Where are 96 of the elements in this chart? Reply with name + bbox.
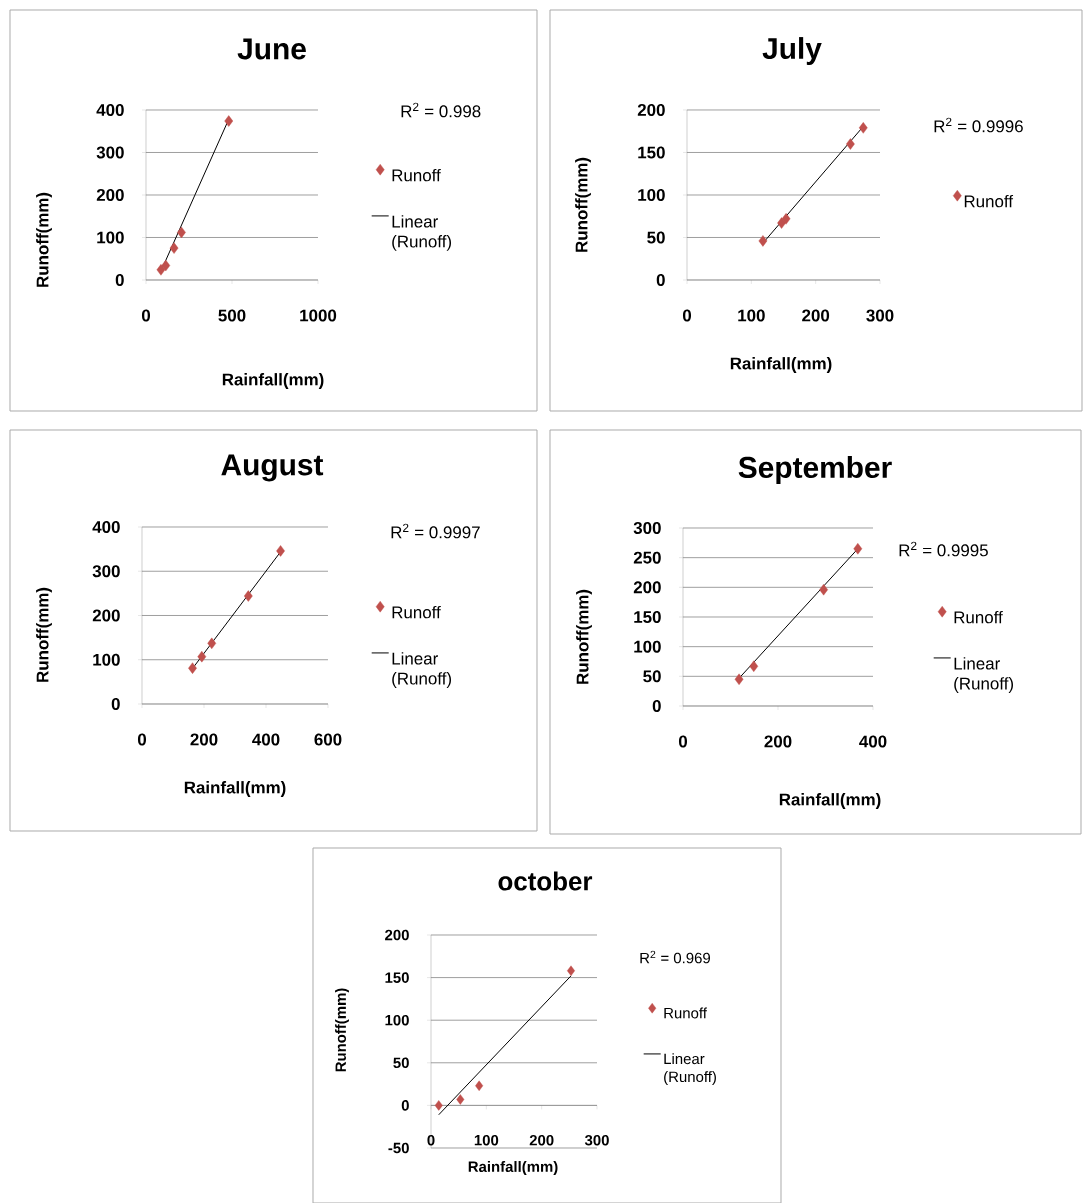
chart-title: August	[221, 454, 324, 482]
y-axis-title: Runoff(mm)	[335, 988, 349, 1072]
x-tick-label: 400	[252, 733, 280, 746]
y-tick-label: 100	[634, 640, 661, 653]
legend-label: Linear (Runoff)	[392, 652, 452, 688]
legend-label: Runoff	[954, 610, 1003, 624]
y-tick-label: 0	[115, 273, 124, 286]
y-axis-title: Runoff(mm)	[36, 192, 52, 287]
x-tick-label: 300	[866, 309, 894, 322]
x-tick-label: 400	[859, 735, 887, 748]
y-tick-label: 100	[97, 231, 124, 244]
legend-label: Runoff	[964, 194, 1014, 208]
point	[858, 122, 868, 134]
point	[188, 662, 197, 674]
point	[734, 673, 744, 685]
y-tick-label: 50	[647, 231, 665, 244]
x-axis-title: Rainfall(mm)	[184, 781, 286, 797]
x-tick-label: 100	[474, 1134, 499, 1146]
point	[207, 637, 217, 650]
legend-label: Linear (Runoff)	[664, 1053, 716, 1086]
x-tick-label: 1000	[300, 309, 337, 322]
x-tick-label: 200	[190, 733, 218, 746]
x-tick-label: 0	[682, 309, 692, 322]
y-tick-label: 0	[652, 699, 661, 712]
y-tick-label: 150	[634, 610, 661, 623]
legend-label: Runoff	[664, 1007, 707, 1019]
y-tick-label: 400	[96, 103, 124, 116]
x-axis-title: Rainfall(mm)	[730, 357, 832, 373]
y-tick-label: 300	[633, 521, 661, 534]
y-tick-label: 150	[638, 146, 665, 159]
text: R$^{2}$ = 0.9997	[391, 523, 480, 539]
legend-label: Linear (Runoff)	[392, 215, 452, 251]
x-tick-label: 200	[802, 309, 830, 322]
y-tick-label: 300	[96, 146, 124, 159]
y-tick-label: 200	[385, 929, 409, 941]
y-tick-label: -50	[388, 1142, 409, 1154]
y-axis-title: Runoff(mm)	[576, 589, 592, 684]
y-axis-title: Runoff(mm)	[575, 157, 591, 252]
point	[276, 545, 285, 557]
text: R$^{2}$ = 0.969	[640, 950, 710, 964]
point	[475, 1080, 484, 1091]
chart-title: october	[498, 871, 593, 891]
point	[224, 115, 234, 127]
legend-label: Runoff	[392, 605, 441, 619]
x-tick-label: 0	[427, 1134, 435, 1146]
y-tick-label: 50	[393, 1057, 409, 1069]
point	[156, 264, 166, 276]
y-tick-label: 0	[656, 273, 665, 286]
x-tick-label: 100	[738, 309, 765, 322]
chart-title: September	[738, 456, 892, 484]
y-tick-label: 150	[385, 972, 409, 983]
point	[197, 650, 207, 663]
x-axis-title: Rainfall(mm)	[222, 373, 324, 389]
y-tick-label: 0	[111, 697, 120, 710]
chart-title: June	[237, 38, 306, 60]
y-tick-label: 200	[637, 103, 665, 116]
point	[567, 965, 575, 976]
y-tick-label: 400	[92, 520, 120, 533]
y-tick-label: 200	[96, 188, 124, 201]
point	[244, 590, 253, 602]
point	[749, 660, 759, 672]
x-tick-label: 200	[529, 1134, 554, 1146]
y-tick-label: 100	[385, 1014, 409, 1026]
point	[819, 584, 828, 596]
point	[434, 1100, 443, 1111]
point	[853, 543, 863, 555]
x-axis-title: Rainfall(mm)	[779, 793, 881, 809]
point	[758, 235, 768, 247]
y-tick-label: 300	[92, 565, 120, 578]
text: R$^{2}$ = 0.9995	[899, 541, 988, 557]
point	[169, 242, 179, 254]
y-tick-label: 100	[93, 653, 120, 666]
legend-label: Linear (Runoff)	[954, 657, 1014, 693]
point	[161, 259, 171, 272]
y-tick-label: 100	[638, 188, 665, 201]
x-tick-label: 0	[141, 309, 151, 322]
point	[781, 213, 791, 225]
legend-label: Runoff	[392, 168, 441, 182]
x-tick-label: 200	[764, 735, 792, 748]
x-tick-label: 300	[584, 1134, 609, 1146]
x-tick-label: 0	[678, 735, 688, 748]
x-tick-label: 500	[218, 309, 246, 322]
y-tick-label: 200	[633, 581, 661, 594]
x-tick-label: 600	[314, 733, 342, 746]
point	[456, 1094, 465, 1105]
point	[846, 138, 855, 150]
text: R$^{2}$ = 0.998	[401, 102, 481, 118]
y-tick-label: 250	[633, 551, 661, 564]
y-tick-label: 200	[92, 609, 120, 622]
x-tick-label: 0	[137, 733, 147, 746]
chart-title: July	[762, 37, 822, 65]
text: R$^{2}$ = 0.9996	[934, 117, 1023, 133]
x-axis-title: Rainfall(mm)	[468, 1161, 558, 1175]
y-tick-label: 50	[643, 670, 661, 683]
y-tick-label: 0	[401, 1100, 409, 1111]
y-axis-title: Runoff(mm)	[36, 587, 52, 682]
